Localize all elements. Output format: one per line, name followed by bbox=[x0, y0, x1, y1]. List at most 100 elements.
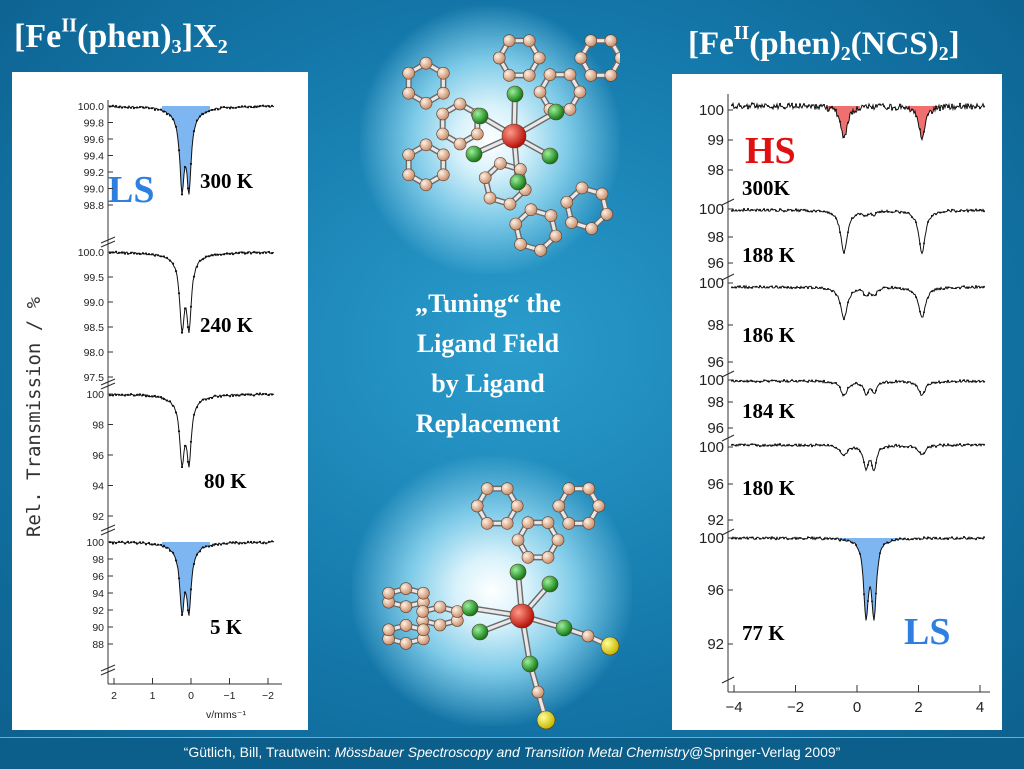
y-tick-label: 99.8 bbox=[84, 118, 105, 130]
spectrum-point bbox=[240, 393, 244, 396]
spectrum-point bbox=[799, 537, 801, 539]
spectrum-point bbox=[803, 103, 805, 106]
spectrum-point bbox=[919, 451, 921, 454]
spectrum-point bbox=[851, 291, 853, 294]
spectrum-point bbox=[923, 452, 925, 455]
spectrum-point bbox=[895, 538, 897, 541]
spectrum-point bbox=[927, 296, 929, 299]
spectrum-point bbox=[895, 108, 897, 111]
carbon-atom bbox=[533, 85, 547, 99]
spectrum-point bbox=[135, 252, 139, 255]
spectrum-point bbox=[799, 287, 801, 289]
nitrogen-atom bbox=[461, 599, 479, 617]
spectrum-point bbox=[939, 381, 941, 384]
spectrum-point bbox=[863, 214, 865, 217]
spectrum-point bbox=[783, 444, 785, 447]
spectrum-point bbox=[731, 379, 733, 382]
y-tick-label: 92 bbox=[92, 511, 104, 523]
spectrum-point bbox=[123, 394, 127, 397]
spectrum-point bbox=[803, 286, 805, 289]
spectrum-point bbox=[959, 537, 961, 540]
spectrum-point bbox=[204, 111, 208, 114]
carbon-atom bbox=[470, 499, 484, 513]
spectrum-point bbox=[847, 449, 849, 452]
spectrum-point bbox=[843, 318, 845, 321]
spectrum-point bbox=[911, 108, 913, 111]
temperature-label-right-2: 186 K bbox=[742, 323, 796, 347]
carbon-atom bbox=[521, 551, 535, 564]
spectrum-point bbox=[887, 541, 889, 544]
spectrum-point bbox=[180, 465, 184, 469]
spectrum-point bbox=[903, 211, 905, 214]
nitrogen-atom bbox=[506, 85, 524, 103]
spectrum-point bbox=[198, 115, 202, 118]
spectrum-point bbox=[153, 254, 157, 257]
spectrum-point bbox=[879, 448, 881, 451]
spectrum-point bbox=[246, 540, 250, 543]
spectrum-point bbox=[132, 107, 136, 110]
carbon-atom bbox=[480, 482, 494, 495]
spectrum-point bbox=[983, 443, 985, 446]
spectrum-point bbox=[183, 307, 187, 310]
spectrum-point bbox=[234, 251, 238, 254]
spectrum-point bbox=[156, 543, 160, 546]
spectrum-point bbox=[927, 221, 929, 223]
spectrum-point bbox=[210, 254, 214, 257]
spectrum-point bbox=[823, 443, 825, 446]
spectrum-point bbox=[731, 286, 733, 289]
spectrum-point bbox=[162, 255, 166, 258]
spectrum-point bbox=[114, 104, 118, 108]
molecule-atoms bbox=[382, 482, 620, 730]
spectrum-point bbox=[871, 389, 873, 392]
carbon-atom bbox=[399, 637, 413, 650]
carbon-atom bbox=[471, 127, 484, 141]
spectrum-point bbox=[735, 379, 737, 382]
spectrum-point bbox=[879, 382, 881, 385]
spectrum-point bbox=[979, 380, 981, 383]
spectrum-point bbox=[851, 384, 853, 387]
nitrogen-atom bbox=[471, 623, 489, 641]
spectrum-point bbox=[875, 211, 877, 214]
spectrum-point bbox=[186, 460, 190, 463]
spectrum-point bbox=[935, 536, 937, 539]
nitrogen-atom bbox=[541, 575, 559, 593]
spectrum-point bbox=[783, 210, 785, 213]
y-tick-label-right: 98 bbox=[707, 394, 724, 411]
spectrum-point bbox=[189, 588, 193, 591]
spectrum-point bbox=[747, 286, 749, 289]
spectrum-point bbox=[108, 251, 112, 254]
spectrum-point bbox=[947, 286, 949, 289]
spectrum-point bbox=[959, 443, 961, 445]
spectrum-point bbox=[879, 103, 881, 106]
spectrum-point bbox=[189, 162, 193, 165]
carbon-atom bbox=[585, 222, 598, 235]
spectrum-point bbox=[216, 543, 220, 546]
y-tick-label: 92 bbox=[92, 605, 104, 617]
spectrum-point bbox=[819, 380, 821, 383]
spectrum-point bbox=[915, 296, 917, 299]
spectrum-point bbox=[141, 106, 145, 109]
spectrum-point bbox=[859, 384, 861, 387]
spectrum-point bbox=[887, 287, 889, 290]
carbon-atom bbox=[416, 605, 429, 618]
spectrum-point bbox=[871, 294, 873, 297]
spectrum-point bbox=[811, 379, 813, 382]
spectrum-point bbox=[153, 543, 157, 546]
spectrum-point bbox=[939, 536, 941, 539]
spectrum-point bbox=[839, 386, 841, 389]
spectrum-point bbox=[117, 251, 121, 254]
spectrum-point bbox=[204, 255, 208, 258]
spectrum-point bbox=[867, 600, 869, 602]
spectrum-point bbox=[126, 106, 130, 109]
carbon-atom bbox=[552, 499, 566, 513]
temperature-label-3: 5 K bbox=[210, 615, 243, 639]
spectrum-point bbox=[863, 105, 865, 108]
spectrum-point bbox=[847, 386, 849, 389]
spectrum-point bbox=[192, 275, 196, 278]
spectrum-point bbox=[855, 214, 857, 217]
spectrum-point bbox=[799, 379, 801, 382]
spectrum-point bbox=[899, 445, 901, 448]
ls-label-right: LS bbox=[904, 611, 950, 653]
spectrum-point bbox=[959, 102, 961, 105]
spectrum-point bbox=[815, 379, 817, 382]
